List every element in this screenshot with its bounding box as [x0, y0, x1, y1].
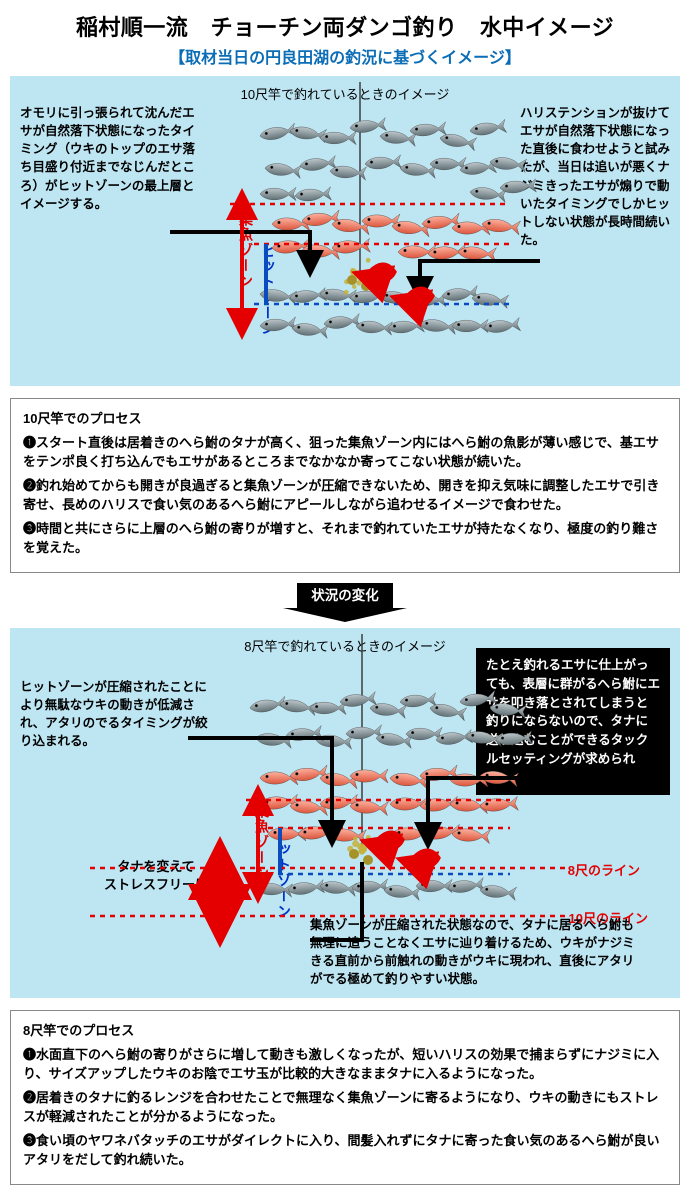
- process-item: ❶水面直下のへら鮒の寄りがさらに増して動きも激しくなったが、短いハリスの効果で捕…: [23, 1045, 667, 1084]
- page-title: 稲村順一流 チョーチン両ダンゴ釣り 水中イメージ: [8, 10, 682, 42]
- scene-10ft: 10尺竿で釣れているときのイメージ オモリに引っ張られて沈んだエサが自然落下状態…: [10, 76, 680, 386]
- change-wrap: 状況の変化: [0, 583, 690, 609]
- page-subtitle: 取材当日の円良田湖の釣況に基づくイメージ: [0, 44, 690, 68]
- scene1-svg: [10, 76, 680, 386]
- process-item: ❶スタート直後は居着きのへら鮒のタナが高く、狙った集魚ゾーン内にはへら鮒の魚影が…: [23, 433, 667, 472]
- process-10ft: 10尺竿でのプロセス ❶スタート直後は居着きのへら鮒のタナが高く、狙った集魚ゾー…: [10, 398, 680, 573]
- change-arrow-icon: [283, 608, 407, 622]
- process-item: ❸時間と共にさらに上層のへら鮒の寄りが増すと、それまで釣れていたエサが持たなくな…: [23, 519, 667, 558]
- change-badge: 状況の変化: [297, 583, 393, 609]
- process1-title: 10尺竿でのプロセス: [23, 409, 667, 429]
- scene-8ft: 8尺竿で釣れているときのイメージ ヒットゾーンが圧縮されたことにより無駄なウキの…: [10, 628, 680, 998]
- scene2-svg: [10, 628, 680, 998]
- process-item: ❸食い頃のヤワネバタッチのエサがダイレクトに入り、間髪入れずにタナに寄った食い気…: [23, 1131, 667, 1170]
- process-item: ❷釣れ始めてからも開きが良過ぎると集魚ゾーンが圧縮できないため、開きを抑え気味に…: [23, 476, 667, 515]
- process2-title: 8尺竿でのプロセス: [23, 1021, 667, 1041]
- page: 稲村順一流 チョーチン両ダンゴ釣り 水中イメージ 取材当日の円良田湖の釣況に基づ…: [0, 10, 690, 1185]
- process-item: ❷居着きのタナに釣るレンジを合わせたことで無理なく集魚ゾーンに寄るようになり、ウ…: [23, 1088, 667, 1127]
- process-8ft: 8尺竿でのプロセス ❶水面直下のへら鮒の寄りがさらに増して動きも激しくなったが、…: [10, 1010, 680, 1185]
